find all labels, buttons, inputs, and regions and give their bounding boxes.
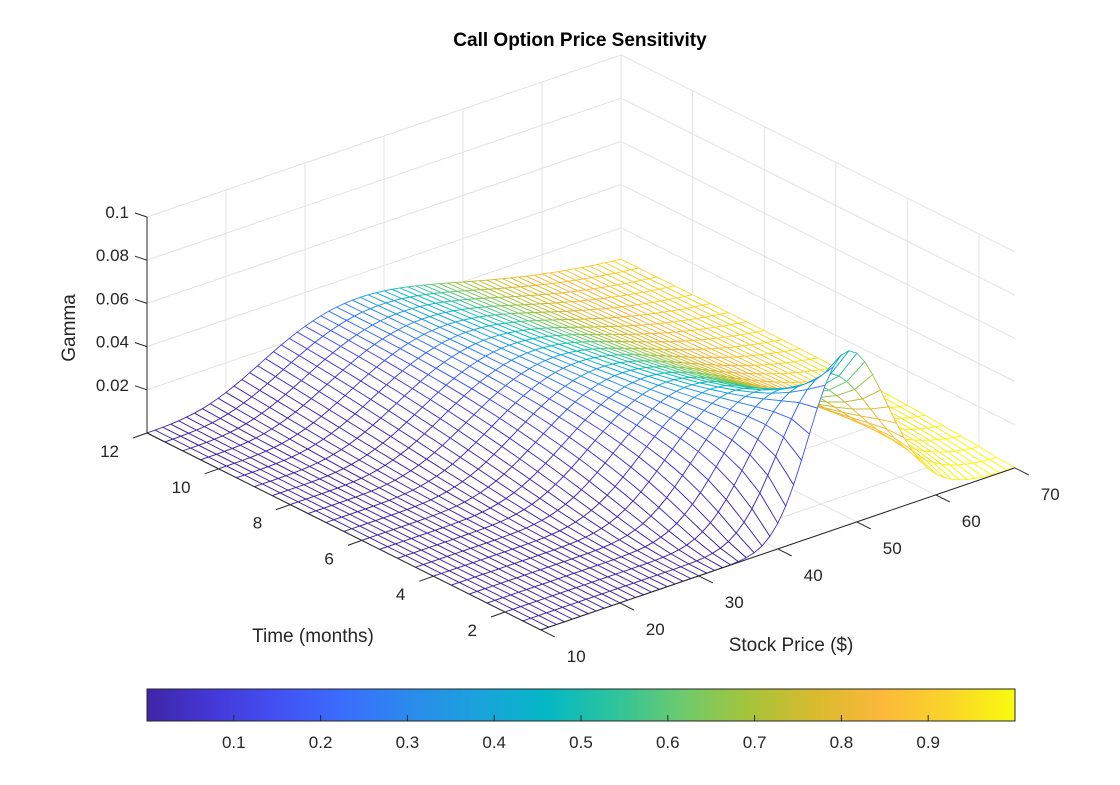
colorbar-tick-label: 0.3 [396, 733, 420, 752]
surface-mesh [146, 258, 1016, 631]
x-tick [540, 629, 556, 638]
z-tick-label: 0.02 [96, 376, 129, 395]
colorbar-tick-label: 0.8 [830, 733, 854, 752]
colorbar [146, 688, 1016, 722]
z-tick [134, 342, 148, 348]
colorbar-ticks: 0.1 0.2 0.3 0.4 0.5 0.6 0.7 0.8 0.9 [222, 715, 940, 752]
y-tick-label: 4 [396, 585, 405, 604]
z-tick [134, 212, 148, 218]
grid-line [620, 140, 1016, 339]
colorbar-tick-label: 0.1 [222, 733, 246, 752]
z-tick-label: 0.08 [96, 246, 129, 265]
grid-line [620, 227, 1016, 426]
axes: 0.02 0.04 0.06 0.08 0.1 2 4 6 8 10 12 10 20 30 40 50 60 7… [96, 203, 1060, 666]
grid-line [146, 97, 622, 261]
x-tick-label: 10 [567, 647, 586, 666]
y-tick [419, 575, 434, 582]
y-tick-label: 10 [172, 478, 191, 497]
chart-title: Call Option Price Sensitivity [453, 30, 707, 51]
x-tick [935, 494, 951, 503]
x-tick-label: 60 [962, 512, 981, 531]
x-tick [856, 521, 872, 530]
grid-line [620, 97, 1016, 296]
x-tick-label: 70 [1041, 485, 1060, 504]
x-tick [698, 575, 714, 584]
y-axis-label: Time (months) [252, 626, 374, 647]
x-tick-label: 50 [883, 539, 902, 558]
z-tick [134, 255, 148, 261]
x-tick [777, 548, 793, 557]
y-tick [204, 468, 219, 475]
x-tick-label: 20 [646, 620, 665, 639]
y-axis-line [146, 432, 542, 631]
y-tick-label: 12 [100, 442, 119, 461]
z-tick-label: 0.06 [96, 289, 129, 308]
y-tick-label: 8 [253, 514, 262, 533]
x-tick [619, 602, 635, 611]
z-tick-label: 0.1 [105, 203, 129, 222]
z-tick [134, 385, 148, 391]
grid-line [146, 184, 622, 348]
y-tick-label: 2 [468, 621, 477, 640]
x-tick-label: 30 [725, 593, 744, 612]
z-tick-label: 0.04 [96, 333, 129, 352]
z-tick [134, 298, 148, 304]
y-tick [490, 611, 506, 618]
grid-line [620, 184, 1016, 382]
y-tick-label: 6 [324, 549, 333, 568]
colorbar-tick-label: 0.2 [309, 733, 333, 752]
colorbar-tick-label: 0.9 [916, 733, 940, 752]
colorbar-tick-label: 0.4 [482, 733, 506, 752]
grid-line [146, 54, 622, 218]
colorbar-tick-label: 0.6 [656, 733, 680, 752]
colorbar-tick-label: 0.7 [743, 733, 767, 752]
x-tick [1014, 467, 1030, 476]
y-tick [276, 504, 291, 511]
grid-line [146, 140, 622, 304]
x-tick-label: 40 [804, 566, 823, 585]
y-tick [132, 432, 148, 439]
grid-line [620, 54, 1016, 253]
z-axis-label: Gamma [59, 294, 80, 362]
x-axis-label: Stock Price ($) [729, 635, 854, 656]
colorbar-tick-label: 0.5 [569, 733, 593, 752]
y-tick [347, 539, 362, 546]
